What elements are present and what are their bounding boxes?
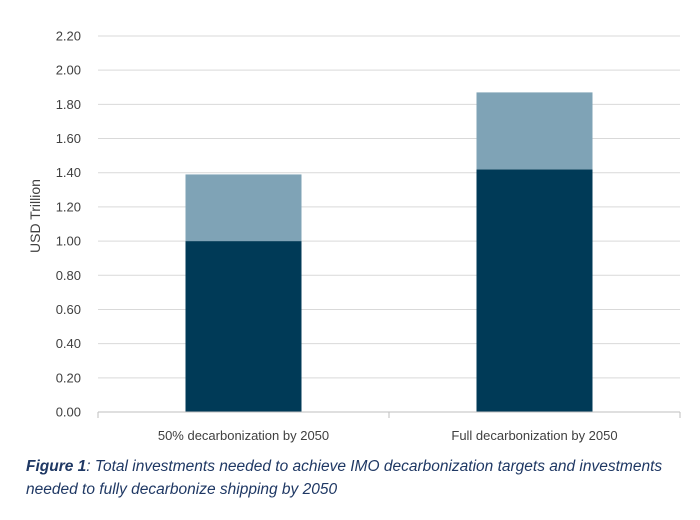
- figure-caption: Figure 1: Total investments needed to ac…: [26, 455, 676, 501]
- gridlines: [98, 35, 680, 379]
- x-axis: [97, 411, 681, 418]
- category-label: 50% decarbonization by 2050: [158, 428, 329, 443]
- y-tick-label: 0.40: [56, 336, 81, 351]
- y-tick-label: 2.20: [56, 29, 81, 44]
- y-tick-label: 2.00: [56, 63, 81, 78]
- figure-caption-text: : Total investments needed to achieve IM…: [26, 458, 663, 498]
- category-label: Full decarbonization by 2050: [451, 428, 617, 443]
- bar-segment-lower: [476, 169, 593, 412]
- y-tick-label: 0.80: [56, 268, 81, 283]
- y-tick-label: 0.00: [56, 405, 81, 420]
- category-labels: 50% decarbonization by 2050 Full decarbon…: [158, 428, 618, 443]
- y-tick-label: 0.20: [56, 370, 81, 385]
- bar-segment-upper: [185, 174, 302, 242]
- stacked-bar-chart: 0.00 0.20 0.40 0.60 0.80 1.00 1.20 1.40 1.60 1.80…: [27, 29, 681, 443]
- y-tick-label: 1.80: [56, 97, 81, 112]
- figure-caption-label: Figure 1: [26, 458, 87, 475]
- y-axis-tick-labels: 0.00 0.20 0.40 0.60 0.80 1.00 1.20 1.40 1.60 1.80…: [56, 29, 81, 420]
- bars: [185, 92, 593, 412]
- y-tick-label: 1.20: [56, 199, 81, 214]
- y-tick-label: 0.60: [56, 302, 81, 317]
- y-tick-label: 1.40: [56, 165, 81, 180]
- y-tick-label: 1.00: [56, 234, 81, 249]
- bar-segment-upper: [476, 92, 593, 170]
- bar-segment-lower: [185, 241, 302, 412]
- y-axis-title: USD Trillion: [27, 179, 43, 253]
- y-tick-label: 1.60: [56, 131, 81, 146]
